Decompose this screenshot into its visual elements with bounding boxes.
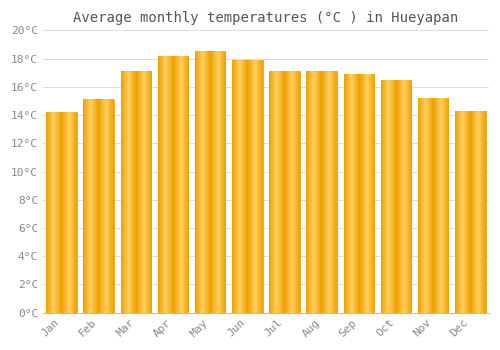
Bar: [455, 111, 486, 313]
Bar: [306, 71, 337, 313]
Bar: [418, 98, 448, 313]
Bar: [158, 56, 188, 313]
Bar: [120, 71, 151, 313]
Bar: [195, 51, 226, 313]
Bar: [232, 60, 262, 313]
Title: Average monthly temperatures (°C ) in Hueyapan: Average monthly temperatures (°C ) in Hu…: [74, 11, 458, 25]
Bar: [381, 80, 411, 313]
Bar: [46, 112, 77, 313]
Bar: [270, 71, 300, 313]
Bar: [84, 100, 114, 313]
Bar: [344, 74, 374, 313]
